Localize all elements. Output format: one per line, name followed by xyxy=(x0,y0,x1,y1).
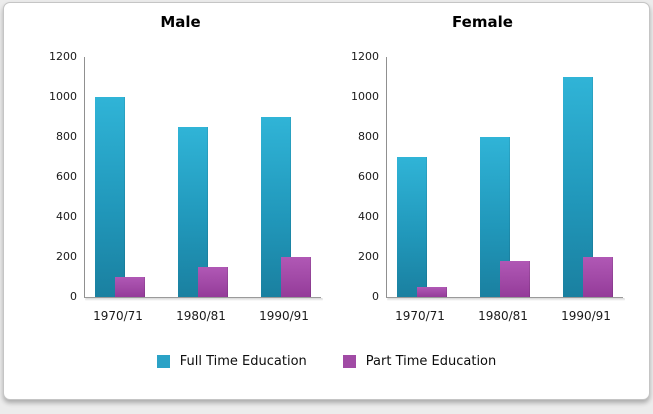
legend: Full Time Education Part Time Education xyxy=(4,354,649,369)
female-chart-title: Female xyxy=(452,13,513,31)
part-time-legend-label: Part Time Education xyxy=(365,354,497,369)
x-category-label: 1980/81 xyxy=(478,309,528,323)
y-tick-label: 0 xyxy=(372,290,379,303)
female-chart: Female 0 200 400 600 800 1000 1200 1970/71 1980… xyxy=(342,13,625,327)
y-tick-label: 600 xyxy=(358,170,379,183)
full-time-bar-1970-71 xyxy=(95,97,125,297)
x-category-label: 1990/91 xyxy=(259,309,309,323)
x-category-label: 1990/91 xyxy=(561,309,611,323)
y-tick-label: 800 xyxy=(358,130,379,143)
charts-row: Male 0 200 400 600 800 1000 1200 1970/71 1980/8… xyxy=(4,13,649,327)
part-time-bar-1970-71 xyxy=(115,277,145,297)
part-time-swatch xyxy=(342,355,356,368)
male-chart-title: Male xyxy=(160,13,201,31)
y-tick-label: 1000 xyxy=(351,90,379,103)
female-plot-row: 0 200 400 600 800 1000 1200 xyxy=(342,50,625,303)
x-category-label: 1970/71 xyxy=(93,309,143,323)
full-time-swatch xyxy=(156,355,170,368)
y-tick-label: 200 xyxy=(56,250,77,263)
y-tick-label: 0 xyxy=(70,290,77,303)
x-category-label: 1970/71 xyxy=(395,309,445,323)
female-x-axis-labels: 1970/71 1980/81 1990/91 xyxy=(386,309,622,327)
part-time-bar-1990-91 xyxy=(583,257,613,297)
y-tick-label: 200 xyxy=(358,250,379,263)
legend-item-part-time: Part Time Education xyxy=(342,354,497,369)
y-tick-label: 400 xyxy=(358,210,379,223)
male-x-axis-labels: 1970/71 1980/81 1990/91 xyxy=(84,309,320,327)
legend-item-full-time: Full Time Education xyxy=(156,354,307,369)
male-plot-area xyxy=(84,57,323,301)
male-chart: Male 0 200 400 600 800 1000 1200 1970/71 1980/8… xyxy=(40,13,323,327)
chart-card: Male 0 200 400 600 800 1000 1200 1970/71 1980/8… xyxy=(3,2,650,400)
y-tick-label: 600 xyxy=(56,170,77,183)
y-tick-label: 800 xyxy=(56,130,77,143)
male-plot-row: 0 200 400 600 800 1000 1200 xyxy=(40,50,323,303)
y-tick-label: 1200 xyxy=(351,50,379,63)
y-tick-label: 1000 xyxy=(49,90,77,103)
full-time-legend-label: Full Time Education xyxy=(179,354,307,369)
y-tick-label: 400 xyxy=(56,210,77,223)
part-time-bar-1970-71 xyxy=(417,287,447,297)
y-tick-label: 1200 xyxy=(49,50,77,63)
part-time-bar-1980-81 xyxy=(500,261,530,297)
full-time-bar-1970-71 xyxy=(397,157,427,297)
female-plot-area xyxy=(386,57,625,301)
female-y-axis-labels: 0 200 400 600 800 1000 1200 xyxy=(342,50,386,303)
part-time-bar-1980-81 xyxy=(198,267,228,297)
male-y-axis-labels: 0 200 400 600 800 1000 1200 xyxy=(40,50,84,303)
part-time-bar-1990-91 xyxy=(281,257,311,297)
x-category-label: 1980/81 xyxy=(176,309,226,323)
